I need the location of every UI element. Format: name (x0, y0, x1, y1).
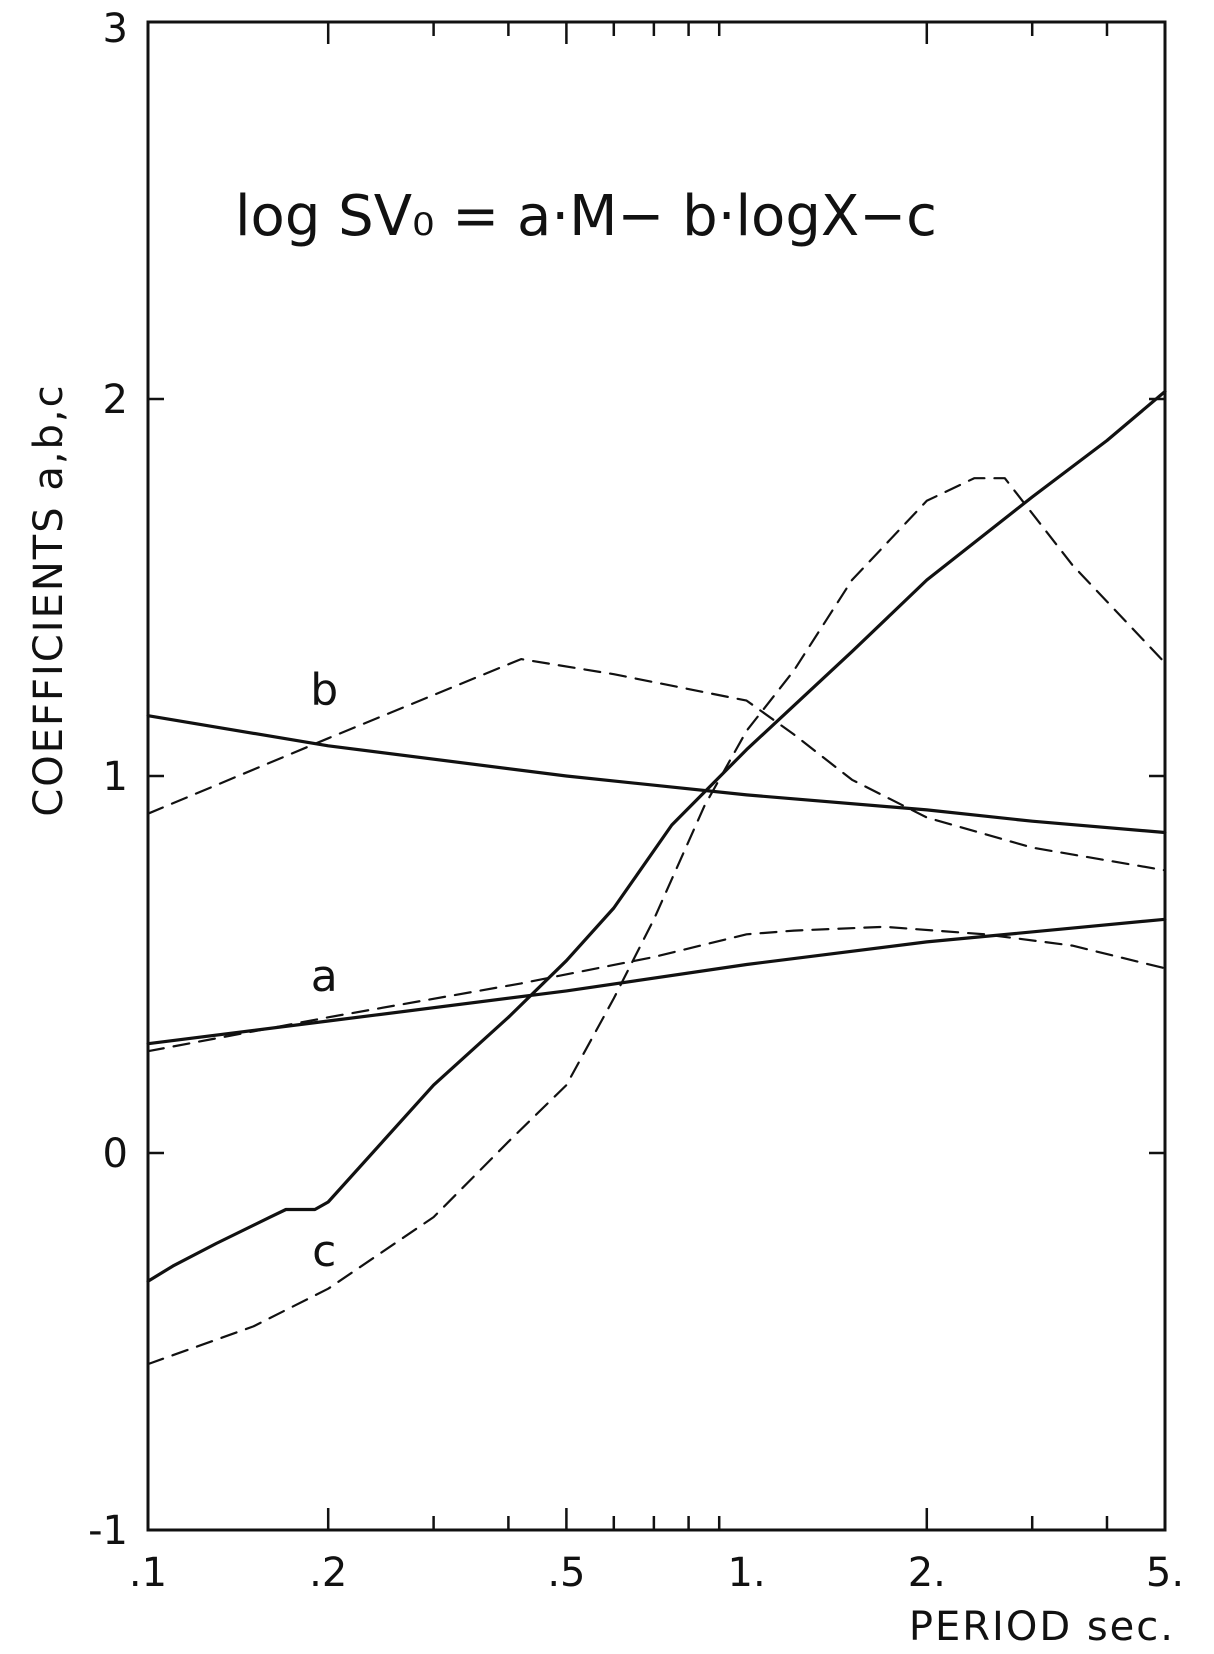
y-tick-label: 3 (103, 6, 128, 52)
curve-label-a: a (311, 951, 338, 1002)
curve-label-b: b (310, 664, 338, 715)
y-axis-label: COEFFICIENTS a,b,c (26, 383, 72, 816)
y-tick-label: 2 (103, 377, 128, 423)
series-a-dashed-line (146, 925, 1167, 1053)
x-tick-label: .5 (547, 1550, 585, 1596)
y-tick-label: -1 (88, 1508, 128, 1554)
x-tick-label: .2 (309, 1550, 347, 1596)
series-c-dashed-line (146, 477, 1167, 1366)
curve-labels: a b c (310, 664, 338, 1277)
axis-tick-labels: .1 .2 .5 1. 2. 5. -1 0 1 2 3 (88, 6, 1184, 1596)
formula-annotation: log SV₀ = a·M− b·logX−c (235, 184, 937, 249)
curve-label-c: c (312, 1226, 336, 1277)
y-tick-label: 1 (103, 754, 128, 800)
x-tick-label: 2. (908, 1550, 946, 1596)
series-b-dashed-line (146, 658, 1167, 872)
x-tick-label: 5. (1146, 1550, 1184, 1596)
axis-ticks (148, 20, 1167, 1532)
x-tick-label: 1. (728, 1550, 766, 1596)
series-b-solid-line (146, 714, 1167, 835)
data-series (146, 389, 1167, 1366)
series-c-solid-line (146, 389, 1167, 1283)
x-axis-label: PERIOD sec. (909, 1604, 1175, 1650)
x-tick-label: .1 (129, 1550, 167, 1596)
series-a-solid-line (146, 917, 1167, 1046)
y-tick-label: 0 (103, 1131, 128, 1177)
